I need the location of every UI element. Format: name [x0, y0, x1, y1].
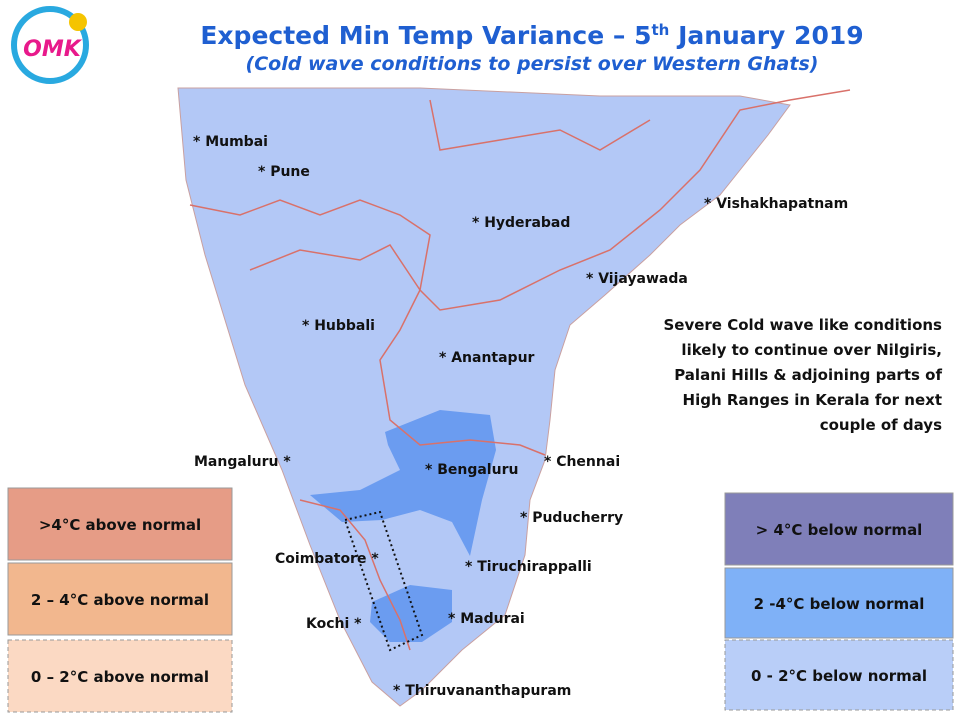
note-line: High Ranges in Kerala for next	[683, 391, 942, 409]
city-label: * Bengaluru	[425, 462, 518, 478]
border	[189, 89, 851, 311]
legend-label: 0 – 2°C above normal	[31, 668, 209, 686]
city-label: Kochi *	[306, 616, 362, 632]
legend-label: > 4°C below normal	[756, 521, 923, 539]
legend-box	[7, 639, 233, 713]
city-label: * Puducherry	[520, 510, 623, 526]
city-label: * Hyderabad	[472, 215, 570, 231]
note-line: likely to continue over Nilgiris,	[681, 341, 942, 359]
city-label: * Thiruvananthapuram	[393, 683, 571, 699]
legend-box	[724, 567, 954, 639]
legend-label: 0 - 2°C below normal	[751, 667, 927, 685]
city-label: Coimbatore *	[275, 551, 379, 567]
logo-sun	[69, 13, 87, 31]
title-part: January 2019	[669, 21, 863, 50]
title: Expected Min Temp Variance – 5th January…	[200, 21, 863, 50]
city-label: * Mumbai	[193, 134, 268, 150]
border	[299, 499, 411, 651]
logo-text: OMK	[23, 37, 83, 62]
note: Severe Cold wave like conditions likely t…	[663, 316, 942, 434]
note-line: Palani Hills & adjoining parts of	[674, 366, 942, 384]
logo-ring	[11, 6, 89, 84]
legend-label: >4°C above normal	[39, 516, 201, 534]
logo: OMK	[11, 6, 89, 84]
legend-box	[7, 562, 233, 636]
region	[177, 87, 791, 707]
legend-label: 2 – 4°C above normal	[31, 591, 209, 609]
legend-box	[724, 639, 954, 711]
borders	[189, 89, 851, 651]
note-line: Severe Cold wave like conditions	[663, 316, 942, 334]
legend: >4°C above normal 2 – 4°C above normal 0 –…	[7, 487, 954, 713]
focus-box	[343, 510, 424, 652]
border	[249, 244, 421, 291]
city-label: * Tiruchirappalli	[465, 559, 592, 575]
city-label: * Pune	[258, 164, 310, 180]
cold-zone	[370, 585, 452, 642]
border	[379, 289, 546, 456]
title-part: Expected Min Temp Variance – 5	[200, 21, 651, 50]
legend-label: 2 -4°C below normal	[754, 595, 925, 613]
city-label: Mangaluru *	[194, 454, 291, 470]
subtitle: (Cold wave conditions to persist over We…	[246, 53, 819, 75]
cold-zone	[310, 410, 496, 556]
note-line: couple of days	[820, 416, 942, 434]
legend-box	[724, 492, 954, 566]
city-label: * Vijayawada	[586, 271, 688, 287]
city-labels: * Mumbai * Pune * Vishakhapatnam * Hyderaba…	[193, 134, 848, 699]
city-label: * Chennai	[544, 454, 620, 470]
border	[429, 99, 651, 151]
title-sup: th	[652, 21, 670, 39]
legend-box	[7, 487, 233, 561]
city-label: * Hubbali	[302, 318, 375, 334]
city-label: * Madurai	[448, 611, 525, 627]
city-label: * Anantapur	[439, 350, 535, 366]
city-label: * Vishakhapatnam	[704, 196, 848, 212]
